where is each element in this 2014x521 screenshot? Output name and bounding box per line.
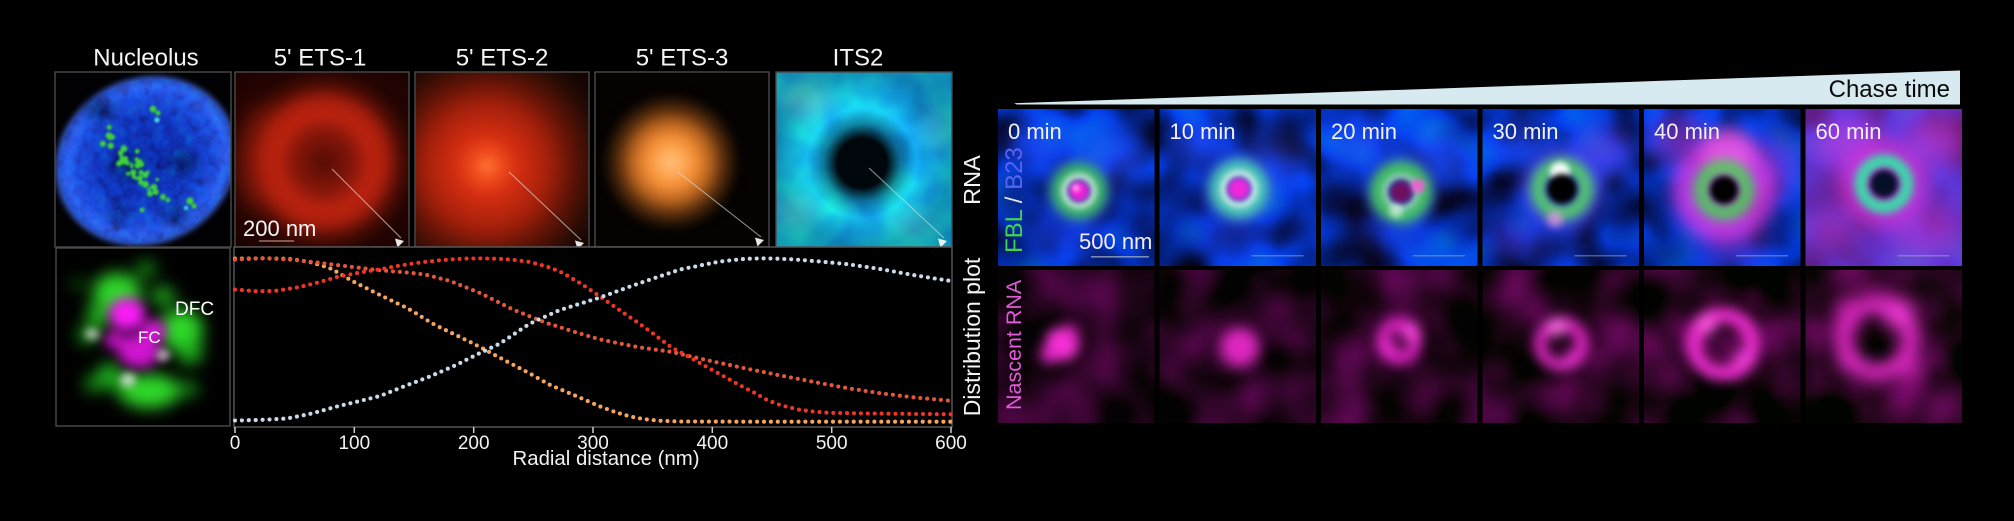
svg-text:5' ETS-2: 5' ETS-2 [456,45,549,72]
svg-text:Nascent RNA: Nascent RNA [1002,279,1026,410]
svg-text:300: 300 [577,433,609,454]
svg-text:10 min: 10 min [1170,119,1236,144]
svg-text:600: 600 [935,433,967,454]
svg-text:200 nm: 200 nm [243,216,316,241]
svg-text:Distribution plot: Distribution plot [959,257,985,416]
svg-text:5' ETS-3: 5' ETS-3 [636,45,729,72]
svg-text:Nucleolus: Nucleolus [93,45,198,72]
svg-text:20 min: 20 min [1331,119,1397,144]
svg-text:0 min: 0 min [1008,119,1062,144]
svg-text:ITS2: ITS2 [833,45,884,72]
svg-text:30 min: 30 min [1493,119,1559,144]
svg-text:500 nm: 500 nm [1079,229,1152,254]
svg-text:500: 500 [816,433,848,454]
svg-text:DFC: DFC [175,299,214,320]
svg-text:Radial distance (nm): Radial distance (nm) [513,448,700,470]
svg-text:60 min: 60 min [1816,119,1882,144]
svg-text:RNA: RNA [959,155,985,205]
svg-text:FC: FC [138,328,161,347]
svg-text:200: 200 [458,433,490,454]
svg-text:0: 0 [230,433,241,454]
svg-text:FBL / B23: FBL / B23 [1001,147,1028,253]
svg-text:400: 400 [696,433,728,454]
svg-text:100: 100 [338,433,370,454]
svg-text:5' ETS-1: 5' ETS-1 [274,45,367,72]
svg-text:Chase time: Chase time [1829,76,1950,103]
svg-text:40 min: 40 min [1654,119,1720,144]
